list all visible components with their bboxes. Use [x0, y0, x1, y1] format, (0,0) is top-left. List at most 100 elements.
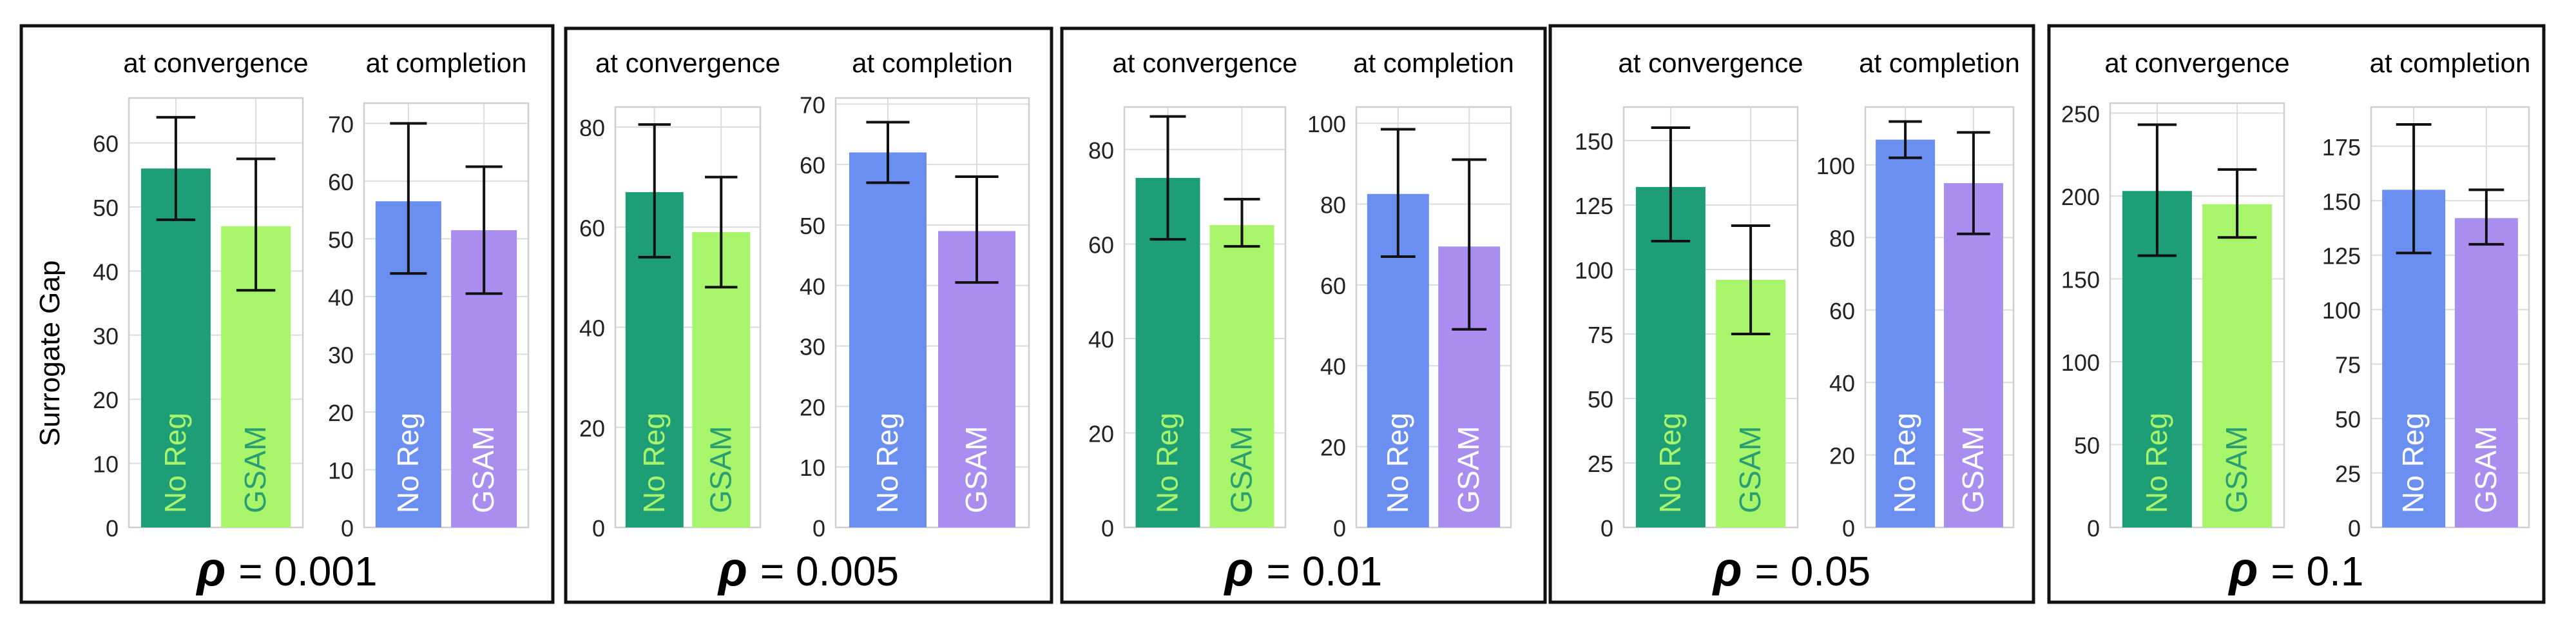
- panel-at-completion: at completion 0 10 20 30 40 50 60 70 No Reg GSAM: [800, 48, 1030, 542]
- y-tick-label: 10: [93, 451, 119, 478]
- panel-title: at convergence: [1618, 48, 1803, 78]
- rho-group-4: at convergence 0 25 50 75 100 125 150 No Reg GSAM…: [1548, 24, 2035, 604]
- y-tick-label: 70: [800, 92, 825, 118]
- rho-value: = 0.05: [1755, 548, 1871, 594]
- panel-at-convergence: at convergence 0 20 40 60 80 No Reg GSAM: [1088, 48, 1298, 542]
- y-tick-label: 20: [579, 415, 605, 442]
- rho-value: = 0.001: [238, 548, 377, 594]
- bar-no-reg: [1635, 187, 1706, 527]
- bar-label-no-reg: No Reg: [1381, 413, 1414, 513]
- y-tick-label: 100: [1307, 111, 1346, 137]
- y-tick-label: 40: [93, 259, 119, 285]
- bar-label-no-reg: No Reg: [391, 413, 425, 513]
- panel-at-convergence: at convergence 0 10 20 30 40 50 60 No Reg GSAM: [93, 48, 309, 542]
- bar-gsam: [1943, 183, 2003, 527]
- y-tick-label: 75: [1588, 322, 1613, 348]
- bar-label-no-reg: No Reg: [637, 413, 671, 513]
- y-tick-label: 25: [1588, 451, 1613, 477]
- y-tick-label: 50: [2335, 406, 2361, 433]
- y-tick-label: 20: [800, 394, 825, 420]
- rho-label: ρ = 0.001: [195, 542, 377, 596]
- y-tick-label: 60: [579, 215, 605, 241]
- panel-title: at convergence: [2104, 48, 2289, 78]
- y-tick-label: 20: [93, 387, 119, 413]
- plot-area-border: [1355, 106, 1512, 529]
- y-tick-label: 25: [2335, 461, 2361, 487]
- rho-label: ρ = 0.05: [1712, 542, 1871, 596]
- bar-label-gsam: GSAM: [2220, 426, 2253, 513]
- y-tick-label: 40: [1088, 326, 1114, 353]
- y-tick-label: 0: [1101, 515, 1114, 542]
- panel-at-completion: at completion 0 20 40 60 80 100 No Reg GSAM: [1816, 48, 2020, 542]
- rho-symbol: ρ: [2228, 542, 2258, 596]
- y-tick-label: 50: [2074, 432, 2100, 458]
- bar-label-gsam: GSAM: [1956, 426, 1990, 513]
- y-tick-label: 0: [2087, 515, 2100, 542]
- y-tick-label: 0: [106, 515, 119, 542]
- rho-label: ρ = 0.01: [1224, 542, 1383, 596]
- y-tick-label: 10: [328, 457, 354, 484]
- rho-value: = 0.005: [760, 548, 899, 594]
- y-tick-label: 60: [800, 152, 825, 179]
- plot-area-border: [614, 106, 762, 529]
- group-frame: [564, 26, 1053, 604]
- plot-area-border: [2370, 106, 2530, 529]
- bar-label-gsam: GSAM: [704, 426, 737, 513]
- y-tick-label: 60: [1088, 231, 1114, 258]
- y-tick-label: 125: [2322, 243, 2361, 270]
- plot-area-border: [2109, 102, 2285, 529]
- y-tick-label: 40: [328, 284, 354, 311]
- panel-title: at convergence: [123, 48, 308, 78]
- bar-label-no-reg: No Reg: [1888, 413, 1921, 513]
- rho-label: ρ = 0.1: [2228, 542, 2364, 596]
- plot-area-border: [1622, 106, 1799, 529]
- y-tick-label: 150: [2061, 266, 2100, 293]
- y-tick-label: 0: [1842, 515, 1855, 542]
- y-tick-label: 60: [1829, 298, 1855, 324]
- bar-label-no-reg: No Reg: [870, 413, 904, 513]
- y-tick-label: 75: [2335, 352, 2361, 378]
- panel-at-convergence: at convergence 0 20 40 60 80 No Reg GSAM: [579, 48, 780, 542]
- rho-symbol: ρ: [195, 542, 226, 596]
- bar-no-reg: [140, 168, 211, 528]
- rho-symbol: ρ: [717, 542, 747, 596]
- rho-label: ρ = 0.005: [717, 542, 899, 596]
- y-tick-label: 40: [579, 315, 605, 342]
- plot-area-border: [834, 97, 1030, 529]
- y-tick-label: 30: [93, 323, 119, 349]
- y-tick-label: 60: [1320, 273, 1346, 299]
- y-tick-label: 40: [1829, 370, 1855, 397]
- bar-gsam: [1209, 225, 1274, 527]
- bar-label-no-reg: No Reg: [2140, 413, 2173, 513]
- y-tick-label: 50: [328, 226, 354, 253]
- bar-label-gsam: GSAM: [1452, 426, 1485, 513]
- panel-title: at completion: [1859, 48, 2020, 78]
- plot-area-border: [1864, 106, 2015, 529]
- bar-no-reg: [849, 152, 927, 527]
- y-tick-label: 10: [800, 455, 825, 481]
- y-tick-label: 80: [1088, 137, 1114, 164]
- y-tick-label: 60: [328, 169, 354, 195]
- bar-label-gsam: GSAM: [1733, 426, 1767, 513]
- y-tick-label: 0: [812, 515, 825, 542]
- panel-title: at completion: [1353, 48, 1514, 78]
- bar-gsam: [2202, 204, 2273, 527]
- y-tick-label: 100: [2322, 297, 2361, 324]
- panel-title: at convergence: [1112, 48, 1297, 78]
- panel-at-convergence: at convergence 0 50 100 150 200 250 No Reg GSAM: [2061, 48, 2290, 542]
- y-tick-label: 150: [1575, 128, 1613, 155]
- bar-label-gsam: GSAM: [466, 426, 500, 513]
- plot-area-border: [128, 97, 304, 529]
- y-tick-label: 30: [800, 334, 825, 360]
- group-frame: [19, 24, 555, 604]
- panel-title: at convergence: [595, 48, 780, 78]
- bar-label-gsam: GSAM: [959, 426, 993, 513]
- bar-no-reg: [1876, 139, 1936, 528]
- group-frame: [1548, 24, 2035, 604]
- y-tick-label: 20: [1320, 435, 1346, 461]
- y-axis-label: Surrogate Gap: [34, 260, 66, 447]
- y-tick-label: 80: [1320, 191, 1346, 218]
